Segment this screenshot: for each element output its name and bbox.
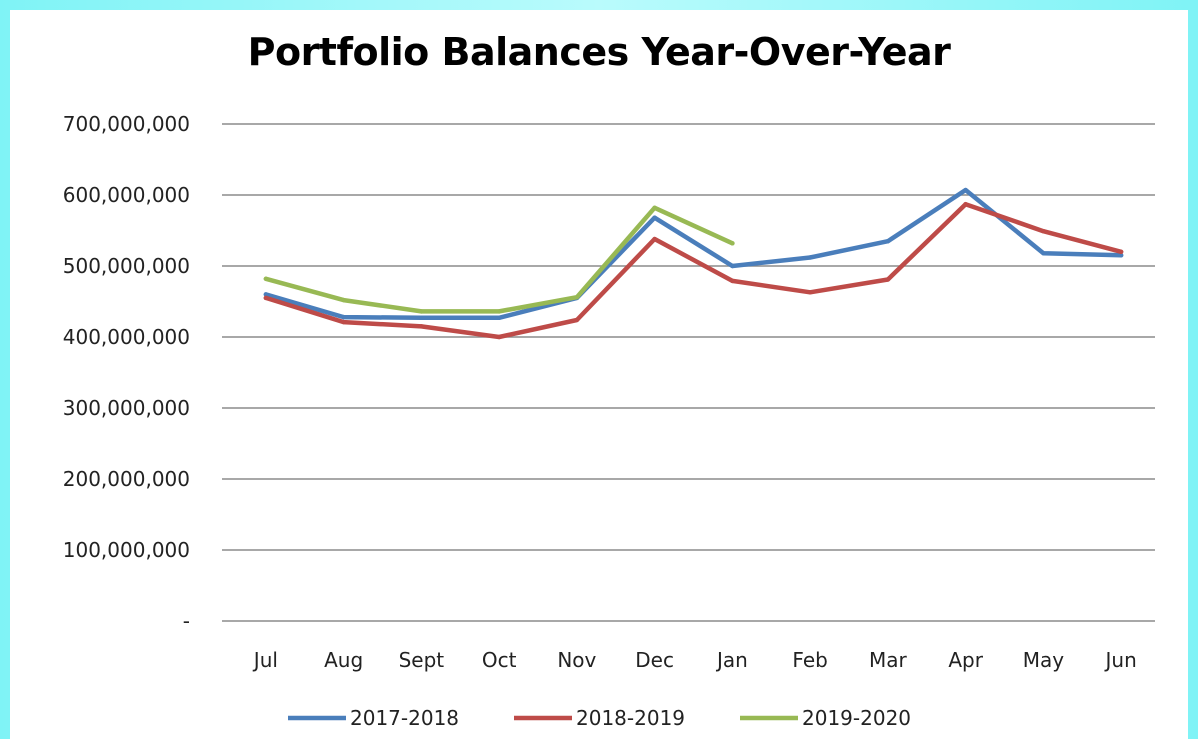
data-point bbox=[263, 276, 269, 281]
x-tick-label: Nov bbox=[557, 648, 596, 672]
data-point bbox=[574, 295, 580, 300]
series-line-2017-2018 bbox=[263, 187, 1124, 321]
y-tick-label: 600,000,000 bbox=[63, 183, 190, 207]
x-tick-label: Jan bbox=[715, 648, 748, 672]
data-point bbox=[496, 334, 502, 340]
legend-label: 2019-2020 bbox=[802, 706, 911, 730]
series-line-2018-2019 bbox=[263, 201, 1124, 340]
y-tick-label: 100,000,000 bbox=[63, 538, 190, 562]
data-point bbox=[263, 292, 269, 297]
data-point bbox=[263, 295, 269, 301]
data-point bbox=[341, 314, 346, 320]
gridlines bbox=[222, 123, 1155, 622]
data-point bbox=[1041, 229, 1046, 234]
data-point bbox=[652, 205, 657, 210]
data-point bbox=[885, 238, 891, 244]
chart-title: Portfolio Balances Year-Over-Year bbox=[247, 30, 951, 74]
data-point bbox=[419, 315, 424, 321]
x-tick-label: Oct bbox=[482, 648, 517, 672]
x-tick-label: Apr bbox=[948, 648, 983, 672]
legend: 2017-2018 2018-2019 2019-2020 bbox=[288, 706, 911, 730]
data-point bbox=[1041, 251, 1046, 256]
x-tick-label: Mar bbox=[869, 648, 908, 672]
y-tick-label: 700,000,000 bbox=[63, 112, 190, 136]
data-point bbox=[807, 255, 813, 260]
data-point bbox=[341, 319, 346, 325]
y-tick-label: 500,000,000 bbox=[63, 254, 190, 278]
data-point bbox=[963, 187, 968, 193]
y-tick-label: 400,000,000 bbox=[63, 325, 190, 349]
data-point bbox=[341, 297, 346, 303]
y-tick-label: 200,000,000 bbox=[63, 467, 190, 491]
data-point bbox=[419, 324, 424, 329]
data-point bbox=[807, 290, 813, 295]
y-tick-label: - bbox=[183, 609, 190, 633]
data-point bbox=[652, 236, 657, 242]
data-point bbox=[574, 317, 580, 323]
legend-label: 2017-2018 bbox=[350, 706, 459, 730]
x-tick-label: Aug bbox=[324, 648, 363, 672]
y-tick-label: 300,000,000 bbox=[63, 396, 190, 420]
x-tick-label: Feb bbox=[792, 648, 827, 672]
data-point bbox=[1118, 253, 1124, 258]
data-point bbox=[963, 202, 968, 207]
data-point bbox=[885, 277, 891, 282]
x-tick-label: May bbox=[1023, 648, 1065, 672]
data-point bbox=[496, 315, 502, 321]
x-axis-ticks: Jul Aug Sept Oct Nov Dec Jan Feb Mar Apr May Jun bbox=[252, 648, 1137, 672]
data-point bbox=[419, 309, 424, 314]
y-axis-ticks: - 100,000,000 200,000,000 300,000,000 400,00… bbox=[63, 112, 190, 633]
data-point bbox=[730, 278, 735, 284]
x-tick-label: Jul bbox=[252, 648, 278, 672]
x-tick-label: Dec bbox=[635, 648, 674, 672]
data-point bbox=[1118, 249, 1124, 254]
x-tick-label: Sept bbox=[399, 648, 445, 672]
chart-frame bbox=[10, 10, 1188, 739]
data-point bbox=[496, 309, 502, 314]
data-point bbox=[730, 241, 735, 246]
legend-label: 2018-2019 bbox=[576, 706, 685, 730]
series-lines bbox=[263, 187, 1124, 340]
data-point bbox=[730, 263, 735, 269]
x-tick-label: Jun bbox=[1104, 648, 1137, 672]
data-point bbox=[652, 215, 657, 220]
